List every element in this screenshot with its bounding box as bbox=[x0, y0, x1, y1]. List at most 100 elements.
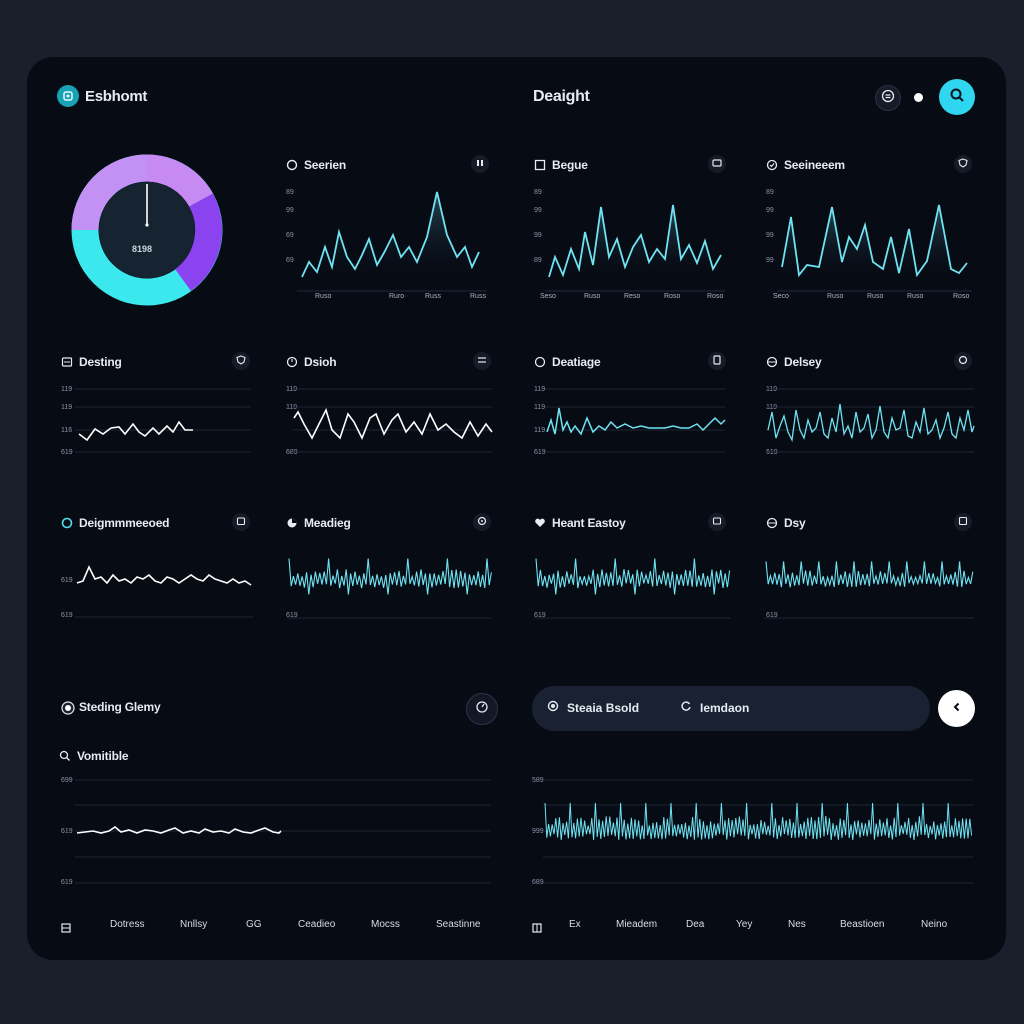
panel-6-chart bbox=[545, 388, 726, 453]
pill-item-2[interactable]: Iemdaon bbox=[680, 700, 749, 715]
x-tick: Seco bbox=[773, 293, 789, 300]
panel-10-menu-button[interactable] bbox=[708, 513, 726, 531]
panel-title-seerien: Seerien bbox=[286, 158, 346, 172]
panel-11-menu-button[interactable] bbox=[954, 513, 972, 531]
panel-3-menu-button[interactable] bbox=[954, 155, 972, 173]
x-label: Neino bbox=[921, 919, 948, 930]
page-title: Deaight bbox=[533, 88, 590, 105]
panel-9-chart bbox=[287, 558, 492, 619]
panel-title-meadieg: Meadieg bbox=[286, 516, 351, 530]
x-tick: Ruso bbox=[827, 293, 844, 300]
panel-1-menu-button[interactable] bbox=[471, 155, 489, 173]
panel-3-chart bbox=[777, 204, 972, 292]
y-tick: 119 bbox=[61, 404, 73, 411]
check-circle-icon bbox=[766, 159, 778, 171]
x-label: Mocss bbox=[371, 919, 400, 930]
panel-6-menu-button[interactable] bbox=[708, 352, 726, 370]
panel-8-chart bbox=[75, 565, 253, 618]
pill-item-label: Steaia Bsold bbox=[567, 700, 640, 715]
y-tick: 116 bbox=[61, 427, 73, 434]
panel-title-text: Steding Glemy bbox=[79, 700, 161, 714]
y-tick: 619 bbox=[534, 449, 546, 456]
panel-4-chart bbox=[75, 388, 251, 453]
pill-item-1[interactable]: Steaia Bsold bbox=[547, 700, 639, 715]
panel-title-text: Deatiage bbox=[552, 355, 601, 369]
brand[interactable]: Esbhomt bbox=[57, 85, 147, 107]
panel-title-text: Meadieg bbox=[304, 516, 351, 530]
search-icon bbox=[949, 87, 965, 108]
y-tick: 119 bbox=[286, 386, 298, 393]
y-tick: 89 bbox=[534, 257, 542, 264]
y-tick: 69 bbox=[286, 232, 294, 239]
panel-5-chart bbox=[292, 388, 493, 453]
panel-title-deatiage: Deatiage bbox=[534, 355, 601, 369]
y-tick: 69 bbox=[286, 257, 294, 264]
y-tick: 699 bbox=[61, 777, 73, 784]
clock-icon bbox=[286, 159, 298, 171]
panel-title-text: Delsey bbox=[784, 355, 822, 369]
panel-title-text: Begue bbox=[552, 158, 588, 172]
panel-title-dsioh: Dsioh bbox=[286, 355, 337, 369]
bottom-left-subtitle: Vomitible bbox=[59, 749, 129, 763]
search-button[interactable] bbox=[939, 79, 975, 115]
y-tick: 89 bbox=[286, 189, 294, 196]
settings-icon bbox=[477, 513, 487, 531]
refresh-icon bbox=[958, 352, 968, 370]
dashboard-frame: Esbhomt Deaight 8198 Seerien 89 99 69 69 bbox=[27, 57, 1006, 960]
panel-4-menu-button[interactable] bbox=[232, 352, 250, 370]
x-label: Yey bbox=[736, 919, 753, 930]
panel-8-menu-button[interactable] bbox=[232, 513, 250, 531]
pill-item-label: Iemdaon bbox=[700, 700, 750, 715]
y-tick: 619 bbox=[61, 612, 73, 619]
document-icon bbox=[712, 352, 722, 370]
panel-2-menu-button[interactable] bbox=[708, 155, 726, 173]
y-tick: 89 bbox=[766, 189, 774, 196]
chart-icon bbox=[712, 155, 722, 173]
swap-icon bbox=[477, 352, 487, 370]
x-tick: Roso bbox=[707, 293, 724, 300]
panel-7-menu-button[interactable] bbox=[954, 352, 972, 370]
list-icon bbox=[61, 356, 73, 368]
y-tick: 619 bbox=[534, 612, 546, 619]
status-dot-icon bbox=[914, 93, 923, 102]
menu-circle-icon bbox=[881, 89, 895, 108]
x-label: Nnllsy bbox=[180, 919, 208, 930]
panel-title-text: Desting bbox=[79, 355, 122, 369]
x-tick: Ruro bbox=[389, 293, 405, 300]
panel-title-delsey: Delsey bbox=[766, 355, 822, 369]
bottom-left-action-button[interactable] bbox=[466, 693, 498, 725]
y-tick: 119 bbox=[61, 386, 73, 393]
x-label: Beastioen bbox=[840, 919, 885, 930]
panel-5-menu-button[interactable] bbox=[473, 352, 491, 370]
panel-7-chart bbox=[766, 388, 975, 453]
panel-9-menu-button[interactable] bbox=[473, 513, 491, 531]
panel-title-dsy: Dsy bbox=[766, 516, 806, 530]
panel-2-chart bbox=[545, 204, 725, 292]
heart-icon bbox=[534, 517, 546, 529]
x-label: Ex bbox=[569, 919, 581, 930]
calendar-icon bbox=[236, 513, 246, 531]
y-tick: 999 bbox=[532, 828, 544, 835]
x-tick: Ruso bbox=[907, 293, 924, 300]
clock-icon bbox=[286, 356, 298, 368]
y-tick: 619 bbox=[61, 828, 73, 835]
panel-subtitle-text: Vomitible bbox=[77, 749, 129, 763]
x-label: Nes bbox=[788, 919, 806, 930]
y-tick: 619 bbox=[286, 612, 298, 619]
x-label: Ceadieo bbox=[298, 919, 336, 930]
x-tick: Russ bbox=[425, 293, 441, 300]
x-tick: Roso bbox=[953, 293, 970, 300]
x-tick: Roso bbox=[664, 293, 681, 300]
y-tick: 119 bbox=[534, 427, 546, 434]
menu-button[interactable] bbox=[875, 85, 901, 111]
circle-icon bbox=[61, 517, 73, 529]
image-icon bbox=[712, 513, 722, 531]
bottom-left-chart bbox=[75, 779, 491, 884]
back-button[interactable] bbox=[938, 690, 975, 727]
y-tick: 99 bbox=[766, 232, 774, 239]
y-tick: 119 bbox=[286, 404, 298, 411]
bottom-right-table-icon bbox=[532, 920, 542, 938]
y-tick: 619 bbox=[61, 449, 73, 456]
pie-icon bbox=[286, 517, 298, 529]
panel-10-chart bbox=[534, 558, 731, 619]
